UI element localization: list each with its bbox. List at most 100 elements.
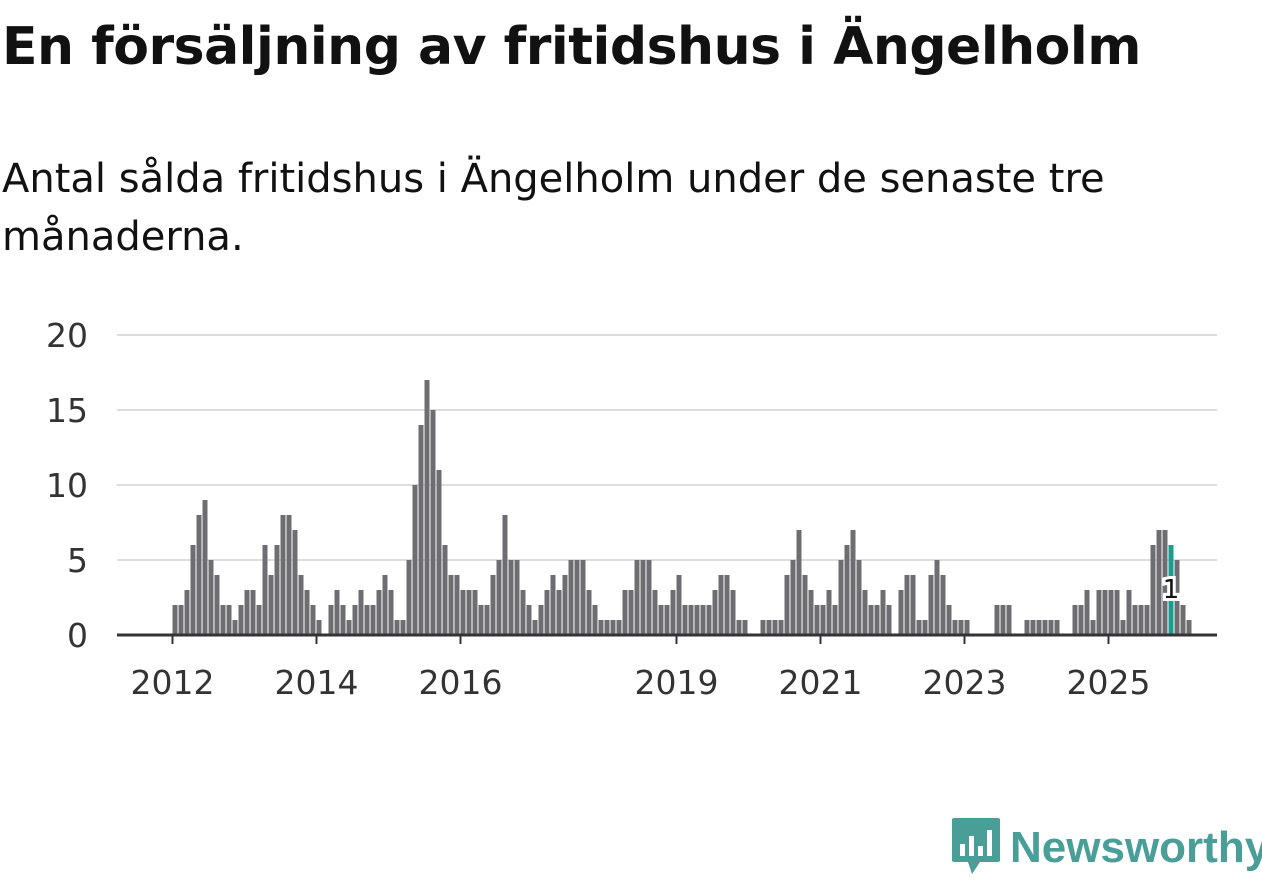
bar (562, 575, 568, 635)
bar (172, 605, 178, 635)
bar (1132, 605, 1138, 635)
bar (1102, 590, 1108, 635)
chart-subtitle: Antal sålda fritidshus i Ängelholm under… (2, 156, 1105, 260)
bar (688, 605, 694, 635)
bar (226, 605, 232, 635)
bar (184, 590, 190, 635)
bar (238, 605, 244, 635)
bar (808, 590, 814, 635)
bar (454, 575, 460, 635)
bar (244, 590, 250, 635)
bar (280, 515, 286, 635)
bar (730, 590, 736, 635)
bar (772, 620, 778, 635)
x-tick-label: 2023 (923, 663, 1007, 702)
bar (346, 620, 352, 635)
bar (388, 590, 394, 635)
y-tick-label: 5 (67, 541, 88, 580)
bar (424, 380, 430, 635)
bar (934, 560, 940, 635)
bar (1120, 620, 1126, 635)
bar (544, 590, 550, 635)
bar (928, 575, 934, 635)
bar (802, 575, 808, 635)
bar (904, 575, 910, 635)
bar (1186, 620, 1192, 635)
bar (478, 605, 484, 635)
bar (442, 545, 448, 635)
bar (232, 620, 238, 635)
bar (418, 425, 424, 635)
bar (742, 620, 748, 635)
x-tick-label: 2019 (635, 663, 719, 702)
bar (1114, 590, 1120, 635)
x-tick-label: 2014 (275, 663, 359, 702)
brand-name: Newsworthy (1010, 823, 1262, 872)
bar (1162, 530, 1168, 635)
bar (532, 620, 538, 635)
brand-logo[interactable]: Newsworthy (950, 816, 1262, 880)
chart-title: En försäljning av fritidshus i Ängelholm (2, 17, 1141, 77)
bar (916, 620, 922, 635)
bar (412, 485, 418, 635)
bar (766, 620, 772, 635)
bar (1030, 620, 1036, 635)
bar (190, 545, 196, 635)
bar (208, 560, 214, 635)
bar (496, 560, 502, 635)
bar (520, 590, 526, 635)
x-tick-label: 2021 (779, 663, 863, 702)
bar (670, 590, 676, 635)
bar (574, 560, 580, 635)
bar (370, 605, 376, 635)
bar (796, 530, 802, 635)
annotation-label: 1 (1163, 575, 1180, 605)
bar (196, 515, 202, 635)
bar (850, 530, 856, 635)
bar (1036, 620, 1042, 635)
bar (838, 560, 844, 635)
bar (994, 605, 1000, 635)
bar (712, 590, 718, 635)
bar (634, 560, 640, 635)
bar (874, 605, 880, 635)
bar (820, 605, 826, 635)
bar (214, 575, 220, 635)
bar (1000, 605, 1006, 635)
bar (682, 605, 688, 635)
bar (898, 590, 904, 635)
bar (202, 500, 208, 635)
bar (334, 590, 340, 635)
bar (364, 605, 370, 635)
y-tick-label: 0 (67, 616, 88, 655)
bar (568, 560, 574, 635)
bar (1054, 620, 1060, 635)
bar (430, 410, 436, 635)
bar (706, 605, 712, 635)
bar (304, 590, 310, 635)
bar (352, 605, 358, 635)
bar (292, 530, 298, 635)
bar (862, 590, 868, 635)
bar (502, 515, 508, 635)
bar (922, 620, 928, 635)
bar (286, 515, 292, 635)
bar (472, 590, 478, 635)
bar (1156, 530, 1162, 635)
y-tick-label: 20 (46, 316, 88, 355)
bar (358, 590, 364, 635)
bar (736, 620, 742, 635)
bar (448, 575, 454, 635)
bar (868, 605, 874, 635)
bar (316, 620, 322, 635)
bar (400, 620, 406, 635)
bar (1138, 605, 1144, 635)
bar (466, 590, 472, 635)
bar (586, 590, 592, 635)
bar (640, 560, 646, 635)
bar (310, 605, 316, 635)
bar (1048, 620, 1054, 635)
bar (376, 590, 382, 635)
bar (508, 560, 514, 635)
